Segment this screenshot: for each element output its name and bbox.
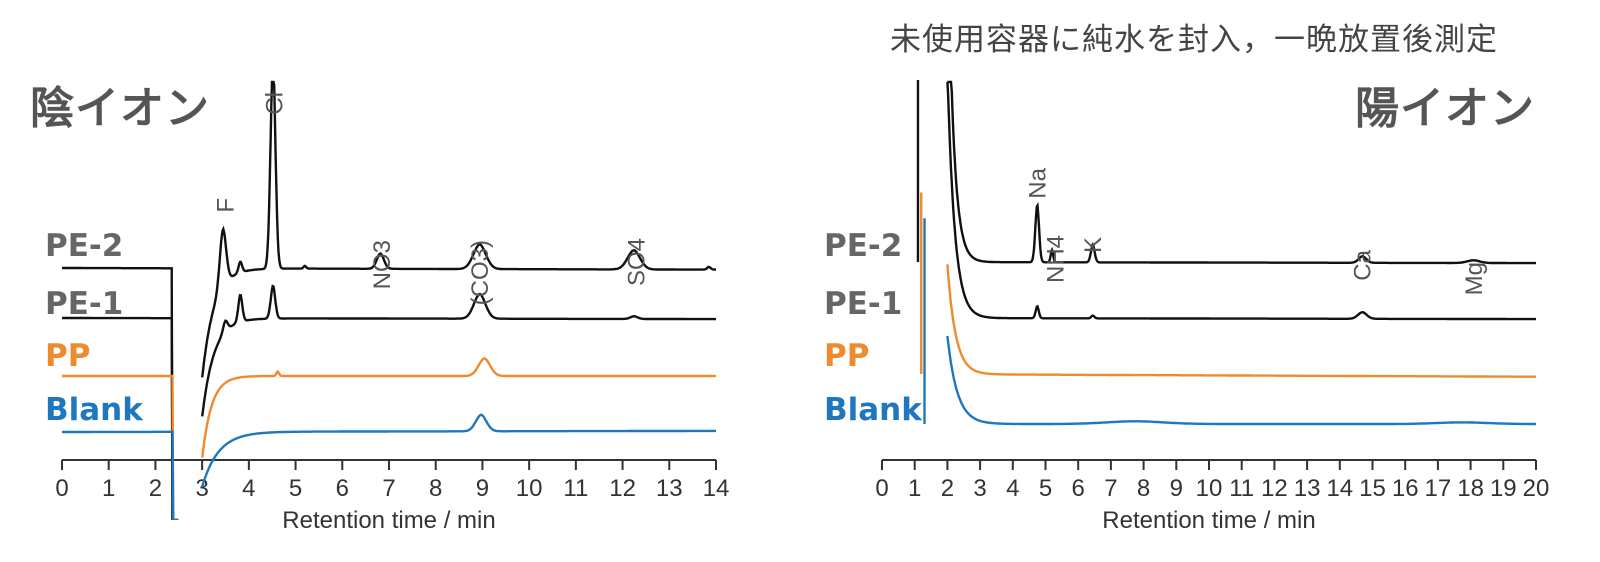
- cation-x-tick-label: 19: [1490, 475, 1517, 502]
- cation-label-blank: Blank: [824, 392, 922, 428]
- cation-x-tick-label: 1: [908, 475, 921, 502]
- cation-x-tick-label: 11: [1229, 475, 1254, 502]
- anion-x-tick-label: 10: [516, 475, 543, 502]
- anion-series-pe2: [62, 80, 716, 520]
- cation-series-pe2: [947, 80, 1536, 265]
- anion-x-tick-label: 5: [289, 475, 302, 502]
- cation-x-tick-label: 16: [1392, 475, 1419, 502]
- cation-label-pe1: PE-1: [824, 286, 903, 322]
- anion-x-axis-title: Retention time / min: [282, 507, 495, 534]
- anion-series-blank: [62, 413, 716, 520]
- cation-panel-title: 陽イオン: [1355, 83, 1535, 134]
- anion-label-pp: PP: [45, 338, 91, 374]
- cation-x-tick-label: 0: [875, 475, 888, 502]
- anion-label-pe1: PE-1: [45, 286, 124, 322]
- anion-label-blank: Blank: [45, 392, 143, 428]
- cation-x-tick-label: 6: [1072, 475, 1085, 502]
- cation-x-tick-label: 18: [1457, 475, 1484, 502]
- anion-series-pe1: [62, 284, 716, 520]
- cation-chart: 0 1 2 3 4 5 6 7 8 9 10 11 12 13 14 15 16 17 18 19 20Retentio…: [875, 80, 1550, 534]
- anion-x-tick-label: 8: [429, 475, 442, 502]
- cation-x-tick-label: 15: [1359, 475, 1386, 502]
- cation-series-pp: [946, 264, 1537, 378]
- anion-panel-title: 陰イオン: [30, 83, 210, 134]
- cation-x-tick-label: 17: [1425, 475, 1452, 502]
- cation-x-tick-label: 12: [1261, 475, 1288, 502]
- cation-peak-label: Na: [1024, 167, 1051, 198]
- anion-label-pe2: PE-2: [45, 228, 124, 264]
- anion-x-tick-label: 12: [609, 475, 636, 502]
- anion-x-tick-label: 4: [242, 475, 255, 502]
- anion-peak-label: F: [213, 198, 240, 213]
- anion-peak-label: NO3: [369, 240, 396, 289]
- anion-x-tick-label: 9: [476, 475, 489, 502]
- anion-peak-label: Cl: [262, 92, 289, 115]
- anion-x-tick-label: 11: [563, 475, 588, 502]
- anion-series-pp: [62, 357, 716, 520]
- anion-x-tick-label: 3: [195, 475, 208, 502]
- cation-peak-label: Mg: [1461, 262, 1488, 295]
- cation-x-tick-label: 20: [1523, 475, 1550, 502]
- anion-x-tick-label: 6: [336, 475, 349, 502]
- anion-x-tick-label: 13: [656, 475, 683, 502]
- cation-label-pe2: PE-2: [824, 228, 903, 264]
- measurement-note: 未使用容器に純水を封入，一晩放置後測定: [890, 22, 1498, 58]
- cation-x-tick-label: 3: [973, 475, 986, 502]
- anion-x-tick-label: 1: [102, 475, 115, 502]
- cation-x-tick-label: 13: [1294, 475, 1321, 502]
- cation-peak-label: K: [1080, 237, 1107, 253]
- anion-peak-label: (CO3): [467, 240, 494, 305]
- cation-series-pe1: [946, 81, 1536, 321]
- cation-x-tick-label: 14: [1326, 475, 1353, 502]
- cation-peak-label: NH4: [1042, 235, 1069, 283]
- cation-label-pp: PP: [824, 338, 870, 374]
- anion-x-tick-label: 2: [149, 475, 162, 502]
- cation-x-tick-label: 7: [1104, 475, 1117, 502]
- cation-x-tick-label: 9: [1170, 475, 1183, 502]
- cation-x-tick-label: 5: [1039, 475, 1052, 502]
- cation-series-blank: [946, 335, 1536, 426]
- cation-x-tick-label: 2: [941, 475, 954, 502]
- cation-x-tick-label: 4: [1006, 475, 1019, 502]
- anion-x-tick-label: 0: [55, 475, 68, 502]
- cation-peak-label: Ca: [1350, 249, 1377, 280]
- anion-peak-label: SO4: [624, 238, 651, 286]
- anion-x-tick-label: 14: [703, 475, 730, 502]
- cation-x-tick-label: 10: [1196, 475, 1223, 502]
- anion-x-tick-label: 7: [382, 475, 395, 502]
- cation-x-axis-title: Retention time / min: [1102, 507, 1315, 534]
- cation-x-tick-label: 8: [1137, 475, 1150, 502]
